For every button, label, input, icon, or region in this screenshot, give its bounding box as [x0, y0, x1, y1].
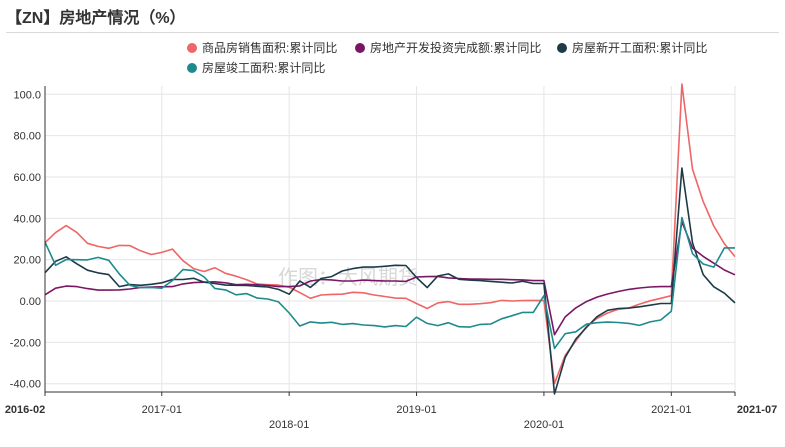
y-tick-label: 20.00: [13, 255, 41, 267]
series-line-2: [44, 221, 736, 336]
series-line-4: [44, 216, 735, 350]
x-tick-label: 2019-01: [396, 404, 436, 416]
y-tick-label: 100.0: [13, 89, 41, 101]
legend: 商品房销售面积:累计同比 房地产开发投资完成额:累计同比 房屋新开工面积:累计同比房…: [187, 40, 707, 75]
x-tick-label: 2020-01: [524, 419, 564, 431]
y-tick-label: -40.00: [10, 379, 41, 391]
series-lines: [44, 83, 736, 395]
x-tick-label: 2018-01: [269, 419, 309, 431]
y-tick-label: 80.00: [13, 131, 41, 143]
x-tick-label: 2016-02: [5, 404, 45, 416]
series-line-3: [44, 167, 736, 395]
watermark-text: 作图：大风期货: [278, 266, 418, 289]
legend-marker-4: [187, 63, 197, 73]
y-tick-label: 0.00: [20, 296, 41, 308]
chart-title: 【ZN】房地产情况（%）: [6, 10, 186, 27]
legend-label-1: 商品房销售面积:累计同比: [202, 40, 337, 55]
series-line-1: [44, 83, 736, 385]
x-tick-label: 2021-01: [651, 404, 691, 416]
legend-marker-2: [355, 43, 365, 53]
grid: [44, 86, 736, 392]
x-tick-label: 2021-07: [737, 404, 777, 416]
x-tick-label: 2017-01: [142, 404, 182, 416]
y-tick-label: -20.00: [10, 337, 41, 349]
y-tick-label: 40.00: [13, 213, 41, 225]
axes: 100.0 80.00 60.00 40.00 20.00 0.00 -20.00 -40.0…: [5, 86, 777, 431]
legend-label-3: 房屋新开工面积:累计同比: [572, 40, 707, 55]
legend-marker-1: [187, 43, 197, 53]
legend-marker-3: [557, 43, 567, 53]
title-divider: [6, 32, 779, 33]
legend-label-4: 房屋竣工面积:累计同比: [202, 60, 325, 75]
legend-label-2: 房地产开发投资完成额:累计同比: [370, 40, 541, 55]
y-tick-label: 60.00: [13, 172, 41, 184]
